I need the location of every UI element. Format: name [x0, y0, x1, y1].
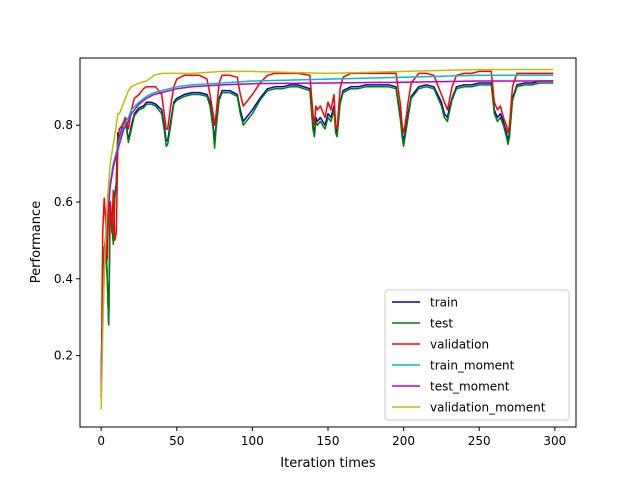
plot-lines: [100, 68, 554, 410]
series-line-validation-moment: [100, 68, 554, 410]
series-line-test: [100, 82, 554, 375]
legend-box: [384, 289, 570, 421]
x-tick-label: 100: [241, 434, 264, 448]
y-tick-label: 0.6: [54, 195, 73, 209]
legend-label-train: train: [430, 296, 458, 310]
x-tick-label: 0: [97, 434, 105, 448]
legend-label-validation: validation: [430, 338, 489, 352]
series-line-test-moment: [100, 80, 554, 379]
legend-label-test-moment: test_moment: [430, 380, 510, 394]
legend-label-validation-moment: validation_moment: [430, 401, 546, 415]
series-line-validation: [100, 70, 554, 398]
x-axis-label: Iteration times: [280, 456, 376, 471]
x-tick-label: 300: [543, 434, 566, 448]
legend-label-train-moment: train_moment: [430, 359, 515, 373]
x-tick-label: 50: [169, 434, 184, 448]
y-tick-label: 0.2: [54, 349, 73, 363]
y-tick-label: 0.8: [54, 118, 73, 132]
y-tick-label: 0.4: [54, 272, 73, 286]
x-tick-label: 200: [392, 434, 415, 448]
x-tick-label: 250: [468, 434, 491, 448]
legend: train test validation train_moment test_mome…: [384, 289, 570, 421]
x-axis: 0 50 100 150 200 250 300: [97, 427, 566, 448]
y-axis: 0.2 0.4 0.6 0.8: [54, 118, 80, 363]
x-tick-label: 150: [317, 434, 340, 448]
legend-label-test: test: [430, 317, 453, 331]
y-axis-label: Performance: [29, 201, 44, 283]
